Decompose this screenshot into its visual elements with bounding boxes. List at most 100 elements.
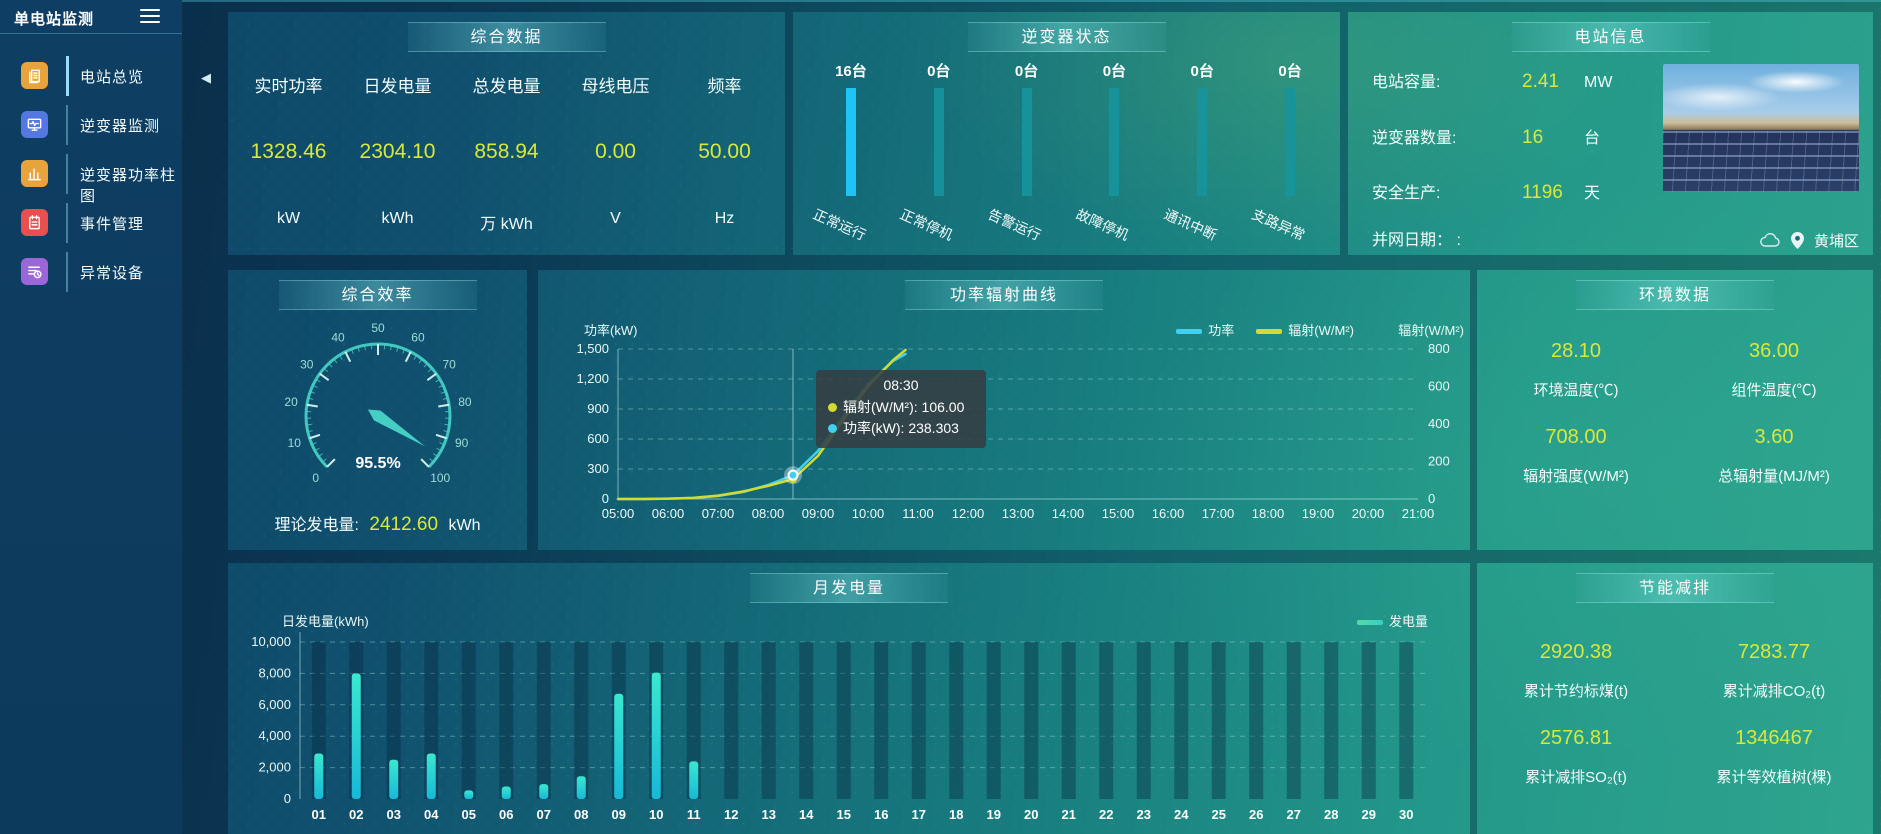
panel-energy-savings: 节能减排 2920.38 累计节约标煤(t) 7283.77 累计减排CO₂(t) 25…: [1477, 563, 1873, 834]
savings-metric-value: 2576.81: [1539, 727, 1613, 749]
sidebar-item-1[interactable]: 电站总览: [0, 56, 182, 96]
theoretical-unit: kWh: [448, 517, 481, 534]
metric-value: 2304.10: [359, 140, 436, 163]
environment-metric: 3.60 总辐射量(MJ/M²): [1675, 418, 1873, 496]
monthly-generation-chart[interactable]: 0 2,000 4,000 6,000 8,000 10,000 01 02 03 04 05 06 0…: [228, 563, 1470, 834]
inverter-state-label: 告警运行: [985, 205, 1044, 244]
inverter-state-label: 故障停机: [1073, 205, 1132, 244]
savings-metric: 2576.81 累计减排SO₂(t): [1477, 719, 1675, 797]
svg-text:40: 40: [331, 331, 345, 345]
inverter-status-bars[interactable]: 16台 正常运行 0台 正常停机 0台 告警运行 0台 故障停机 0台 通讯中断 0台 支路异常: [807, 12, 1334, 255]
legend-item[interactable]: 发电量: [1356, 611, 1428, 630]
svg-text:17:00: 17:00: [1202, 506, 1235, 521]
inverter-count: 0台: [1014, 63, 1039, 80]
app-title: 单电站监测: [14, 11, 95, 28]
svg-text:1,200: 1,200: [576, 371, 609, 386]
left-axis-title: 功率(kW): [584, 323, 638, 338]
tooltip-row: 功率(kW): 238.303: [828, 418, 974, 439]
inverter-state-正常停机[interactable]: 0台 正常停机: [895, 12, 983, 255]
svg-text:0: 0: [284, 791, 291, 806]
overview-icon: [21, 62, 48, 89]
metric-label: 频率: [707, 77, 742, 96]
sidebar-item-2[interactable]: 逆变器监测: [0, 105, 182, 145]
svg-text:26: 26: [1249, 807, 1263, 822]
info-unit: 台: [1584, 130, 1601, 147]
inverter-state-告警运行[interactable]: 0台告警运行: [983, 12, 1071, 255]
station-info-row: 电站容量: 2.41 MW: [1372, 68, 1612, 93]
svg-text:400: 400: [1428, 416, 1450, 431]
svg-text:23: 23: [1137, 807, 1151, 822]
legend-swatch: [1256, 329, 1283, 335]
svg-text:1,500: 1,500: [576, 341, 609, 356]
sidebar-item-label: 异常设备: [80, 265, 145, 282]
monthly-axis-title: 日发电量(kWh): [282, 614, 369, 629]
svg-text:800: 800: [1428, 341, 1450, 356]
info-value: 1196: [1522, 182, 1563, 203]
svg-text:20:00: 20:00: [1352, 506, 1385, 521]
tooltip-series-dot: [828, 403, 837, 412]
menu-toggle-icon[interactable]: [140, 9, 160, 25]
savings-metric-value: 2920.38: [1539, 641, 1613, 663]
environment-metric-label: 总辐射量(MJ/M²): [1718, 468, 1830, 485]
sidebar-collapse-arrow[interactable]: ◀: [201, 70, 211, 85]
inverter-state-正常运行[interactable]: 16台正常运行: [807, 12, 895, 255]
legend-label: 辐射(W/M²): [1288, 323, 1354, 338]
sidebar-item-3[interactable]: 逆变器功率柱图: [0, 154, 182, 205]
station-location[interactable]: 黄埔区: [1759, 230, 1859, 251]
svg-text:28: 28: [1324, 807, 1338, 822]
monthly-legend[interactable]: 发电量: [1356, 611, 1428, 630]
svg-text:10:00: 10:00: [852, 506, 885, 521]
svg-text:01: 01: [312, 807, 326, 822]
environment-metric-value: 36.00: [1748, 340, 1800, 362]
panel-power-radiation: 功率辐射曲线 功率(kW) 辐射(W/M²) 功率 辐射(W/M²) 0 300 60…: [538, 270, 1470, 550]
inverter-count: 16台: [835, 63, 867, 80]
metric-频率: 频率 50.00 Hz: [670, 12, 779, 255]
location-pin-icon[interactable]: [1790, 232, 1804, 249]
svg-text:03: 03: [387, 807, 401, 822]
savings-metric-label: 累计减排SO₂(t): [1525, 769, 1627, 786]
svg-text:600: 600: [1428, 379, 1450, 394]
inverter-state-通讯中断[interactable]: 0台 通讯中断: [1158, 12, 1246, 255]
right-axis-title: 辐射(W/M²): [1398, 323, 1464, 338]
svg-text:14:00: 14:00: [1052, 506, 1085, 521]
theoretical-generation: 理论发电量: 2412.60 kWh: [228, 511, 527, 536]
inverter-count: 0台: [1190, 63, 1214, 80]
weather-cloud-icon[interactable]: [1759, 233, 1781, 248]
inverter-state-支路异常[interactable]: 0台 支路异常: [1246, 12, 1334, 255]
inverter-state-label: 正常运行: [810, 205, 868, 244]
panel-overview-data: 综合数据 实时功率 1328.46 kW 日发电量 2304.10 kWh 总发电量 858.…: [228, 12, 785, 255]
svg-text:06:00: 06:00: [652, 506, 685, 521]
inverter-count: 0台: [927, 63, 951, 80]
metric-label: 母线电压: [581, 77, 650, 96]
menu-divider: [66, 105, 68, 145]
station-info-row: 安全生产: 1196 天: [1372, 179, 1600, 204]
theoretical-label: 理论发电量:: [274, 517, 359, 534]
svg-text:21: 21: [1062, 807, 1076, 822]
svg-text:16:00: 16:00: [1152, 506, 1185, 521]
panel-monthly-generation: 月发电量 日发电量(kWh) 发电量 0 2,000 4,000 6,000 8,000…: [228, 563, 1470, 834]
line-chart-legend[interactable]: 功率 辐射(W/M²): [1176, 320, 1354, 339]
savings-metric-value: 7283.77: [1737, 641, 1811, 663]
inverter-state-故障停机[interactable]: 0台 故障停机: [1070, 12, 1158, 255]
legend-item[interactable]: 功率: [1176, 320, 1234, 339]
power-radiation-chart[interactable]: 0 300 600 900 1,200 1,500 0 200 400 600 800 05:00 06…: [538, 270, 1470, 530]
info-label: 并网日期： :: [1372, 232, 1461, 249]
district-label[interactable]: 黄埔区: [1813, 233, 1859, 250]
inverter-monitor-icon: [21, 111, 48, 138]
metric-unit: 万 kWh: [480, 216, 533, 233]
sidebar-item-4[interactable]: 事件管理: [0, 203, 182, 243]
metric-unit: kWh: [381, 210, 414, 227]
savings-metric: 2920.38 累计节约标煤(t): [1477, 633, 1675, 711]
inverter-power-bars-icon: [21, 160, 48, 187]
environment-metric: 36.00 组件温度(℃): [1675, 332, 1873, 410]
svg-text:20: 20: [1024, 807, 1038, 822]
legend-item[interactable]: 辐射(W/M²): [1256, 320, 1354, 339]
efficiency-gauge[interactable]: 0 10 20 30 40 50 60 70 80 90 100 95.5%: [228, 298, 527, 510]
station-info-row: 逆变器数量: 16 台: [1372, 124, 1600, 149]
savings-metric: 1346467 累计等效植树(棵): [1675, 719, 1873, 797]
info-label: 逆变器数量:: [1372, 130, 1457, 147]
info-label: 安全生产:: [1372, 185, 1441, 202]
info-value: 16: [1522, 127, 1544, 148]
sidebar-item-5[interactable]: 异常设备: [0, 252, 182, 292]
theoretical-value: 2412.60: [369, 514, 439, 535]
